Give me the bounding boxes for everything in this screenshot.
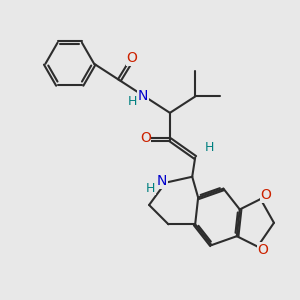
- Text: O: O: [140, 131, 151, 145]
- Text: N: N: [138, 89, 148, 103]
- Text: H: H: [205, 140, 214, 154]
- Text: O: O: [260, 188, 272, 203]
- Text: H: H: [128, 95, 137, 108]
- Text: H: H: [146, 182, 155, 194]
- Text: O: O: [127, 51, 138, 65]
- Text: N: N: [157, 174, 167, 188]
- Text: O: O: [257, 243, 268, 257]
